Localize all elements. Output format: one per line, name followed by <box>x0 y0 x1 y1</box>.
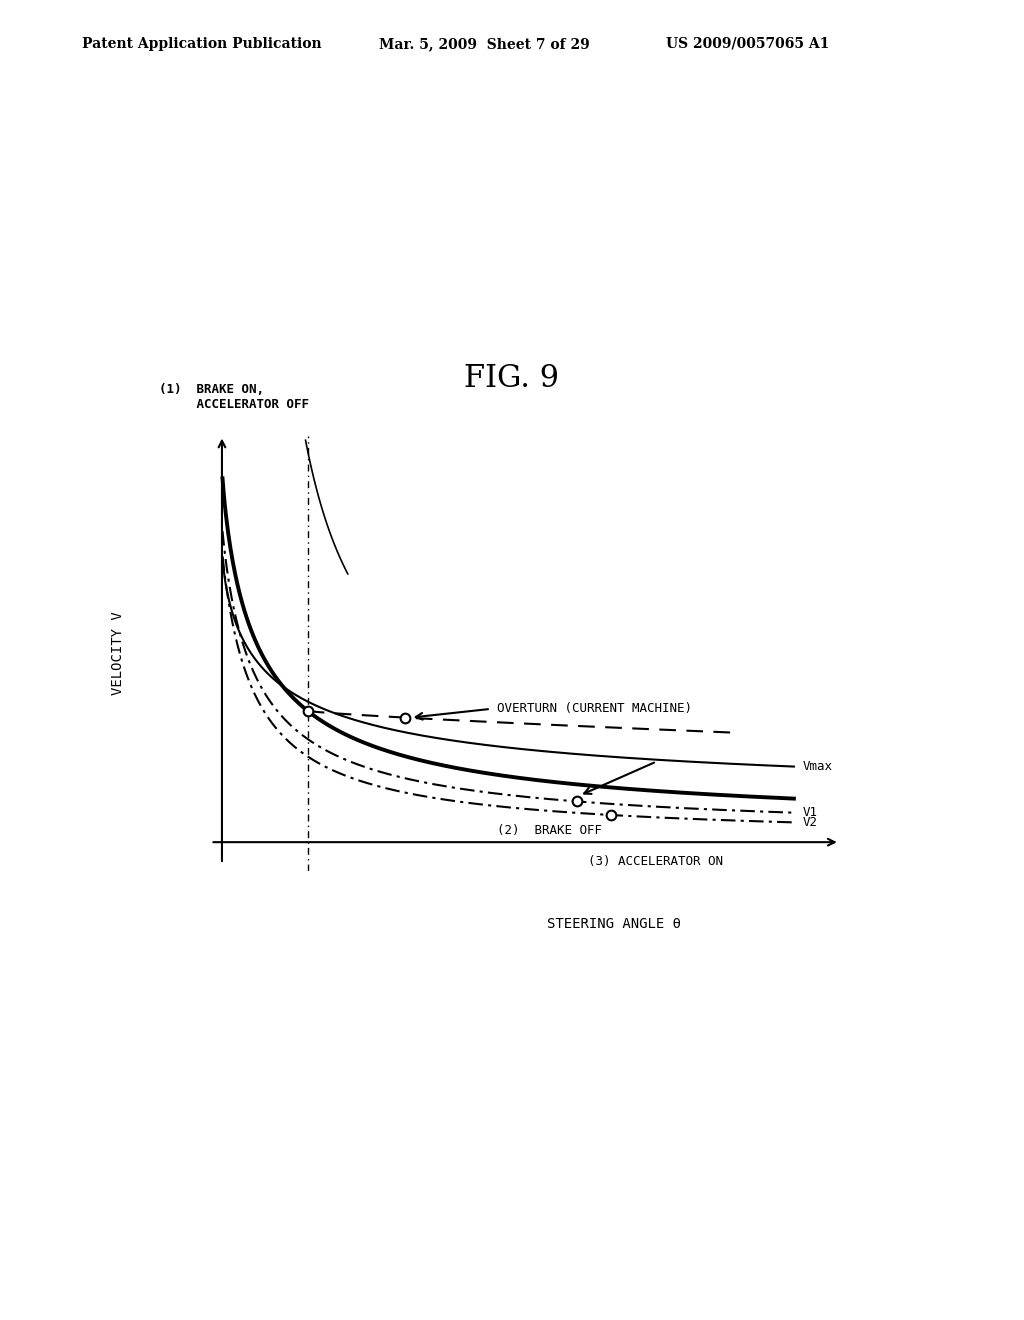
Text: V2: V2 <box>803 816 817 829</box>
Text: V1: V1 <box>803 805 817 818</box>
Text: Vmax: Vmax <box>803 759 833 772</box>
Text: Mar. 5, 2009  Sheet 7 of 29: Mar. 5, 2009 Sheet 7 of 29 <box>379 37 590 51</box>
Text: VELOCITY V: VELOCITY V <box>111 611 125 696</box>
Text: OVERTURN (CURRENT MACHINE): OVERTURN (CURRENT MACHINE) <box>497 702 691 715</box>
Text: Patent Application Publication: Patent Application Publication <box>82 37 322 51</box>
Text: US 2009/0057065 A1: US 2009/0057065 A1 <box>666 37 829 51</box>
Text: (1)  BRAKE ON,
     ACCELERATOR OFF: (1) BRAKE ON, ACCELERATOR OFF <box>159 383 308 411</box>
Text: FIG. 9: FIG. 9 <box>465 363 559 393</box>
Text: STEERING ANGLE θ: STEERING ANGLE θ <box>548 917 681 932</box>
Text: (3) ACCELERATOR ON: (3) ACCELERATOR ON <box>588 855 723 869</box>
Text: (2)  BRAKE OFF: (2) BRAKE OFF <box>497 824 601 837</box>
